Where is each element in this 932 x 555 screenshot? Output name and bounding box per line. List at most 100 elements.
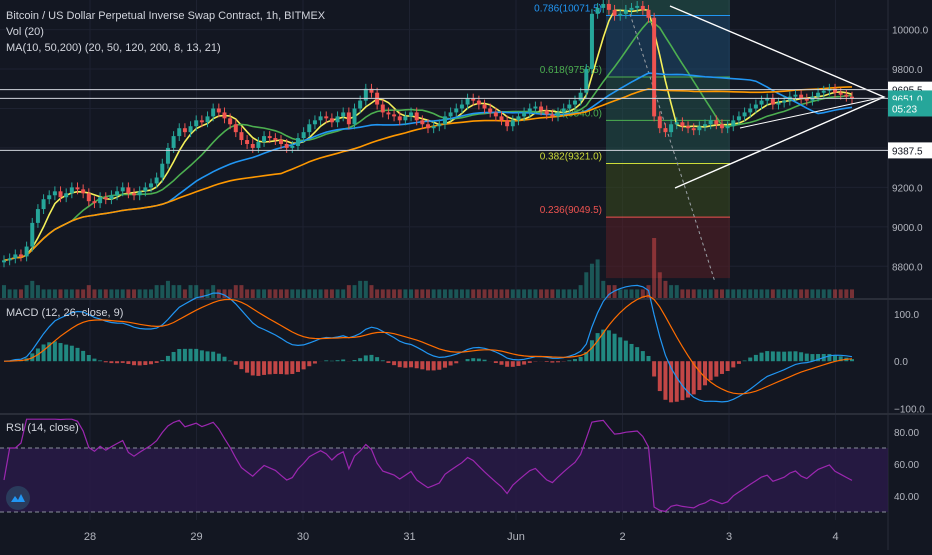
macd-histogram-bar	[652, 361, 656, 376]
macd-histogram-bar	[392, 361, 396, 365]
candle-body	[618, 14, 622, 16]
volume-bar	[669, 285, 673, 298]
volume-bar	[415, 289, 419, 298]
volume-bar	[596, 259, 600, 298]
volume-bar	[709, 289, 713, 298]
candle-body	[194, 120, 198, 126]
candle-body	[302, 132, 306, 138]
macd-histogram-bar	[228, 360, 232, 361]
macd-histogram-bar	[121, 361, 125, 363]
volume-indicator-label[interactable]: Vol (20)	[6, 24, 325, 40]
candle-body	[539, 107, 543, 111]
volume-bar	[59, 289, 63, 298]
volume-bar	[680, 289, 684, 298]
time-axis-tick: 3	[726, 531, 732, 543]
volume-bar	[556, 289, 560, 298]
macd-histogram-bar	[567, 360, 571, 361]
macd-histogram-bar	[149, 361, 153, 364]
candle-body	[675, 122, 679, 124]
candle-body	[415, 112, 419, 120]
volume-bar	[833, 289, 837, 298]
candle-body	[285, 144, 289, 148]
macd-histogram-bar	[409, 361, 413, 367]
macd-histogram-bar	[641, 351, 645, 361]
macd-histogram-bar	[381, 360, 385, 361]
macd-histogram-bar	[726, 361, 730, 371]
candle-body	[748, 108, 752, 112]
macd-label[interactable]: MACD (12, 26, close, 9)	[6, 307, 123, 319]
candle-body	[183, 128, 187, 132]
price-label: 05:23	[892, 104, 917, 115]
volume-bar	[624, 289, 628, 298]
candle-body	[601, 4, 605, 8]
candle-body	[92, 201, 96, 203]
candle-body	[353, 108, 357, 124]
candle-body	[646, 10, 650, 18]
candle-body	[307, 124, 311, 132]
macd-histogram-bar	[81, 351, 85, 361]
volume-bar	[222, 289, 226, 298]
macd-histogram-bar	[183, 349, 187, 361]
candle-body	[381, 105, 385, 113]
candle-body	[505, 120, 509, 126]
volume-bar	[793, 289, 797, 298]
candle-body	[556, 112, 560, 116]
macd-histogram-bar	[443, 361, 447, 367]
macd-histogram-bar	[545, 361, 549, 362]
candle-body	[669, 124, 673, 132]
candle-body	[341, 112, 345, 116]
macd-histogram-bar	[703, 361, 707, 385]
ma-indicator-label[interactable]: MA(10, 50,200) (20, 50, 120, 200, 8, 13,…	[6, 40, 325, 56]
volume-bar	[13, 289, 17, 298]
macd-histogram-bar	[805, 354, 809, 362]
candle-body	[319, 116, 323, 120]
macd-histogram-bar	[511, 361, 515, 367]
volume-bar	[726, 289, 730, 298]
macd-histogram-bar	[200, 350, 204, 361]
volume-bar	[697, 289, 701, 298]
candle-body	[754, 105, 758, 109]
macd-histogram-bar	[437, 361, 441, 370]
macd-histogram-bar	[313, 361, 317, 363]
candle-body	[579, 93, 583, 101]
candle-body	[726, 126, 730, 128]
candle-body	[550, 114, 554, 116]
macd-histogram-bar	[285, 361, 289, 374]
candle-body	[680, 122, 684, 126]
volume-bar	[36, 285, 40, 298]
candle-body	[432, 126, 436, 128]
macd-histogram-bar	[336, 360, 340, 361]
candle-body	[296, 138, 300, 146]
fib-zone	[606, 15, 730, 77]
candle-body	[189, 126, 193, 132]
volume-bar	[138, 289, 142, 298]
candle-body	[256, 142, 260, 148]
volume-bar	[777, 289, 781, 298]
candle-body	[104, 197, 108, 199]
volume-bar	[635, 289, 639, 298]
macd-histogram-bar	[70, 346, 74, 361]
macd-histogram-bar	[155, 361, 159, 363]
fib-zone	[606, 217, 730, 278]
volume-bar	[47, 289, 51, 298]
candle-body	[494, 112, 498, 116]
candle-body	[709, 120, 713, 124]
rsi-label[interactable]: RSI (14, close)	[6, 422, 79, 434]
volume-bar	[754, 289, 758, 298]
volume-bar	[70, 289, 74, 298]
volume-bar	[177, 285, 181, 298]
candle-body	[30, 223, 34, 247]
volume-bar	[782, 289, 786, 298]
candle-body	[466, 99, 470, 105]
volume-bar	[30, 281, 34, 298]
volume-bar	[562, 289, 566, 298]
candle-body	[483, 105, 487, 109]
candle-body	[454, 108, 458, 112]
candle-body	[251, 144, 255, 148]
macd-histogram-bar	[505, 361, 509, 367]
candle-body	[567, 105, 571, 109]
volume-bar	[262, 289, 266, 298]
candle-body	[13, 254, 17, 258]
candle-body	[59, 191, 63, 197]
candle-body	[816, 93, 820, 97]
